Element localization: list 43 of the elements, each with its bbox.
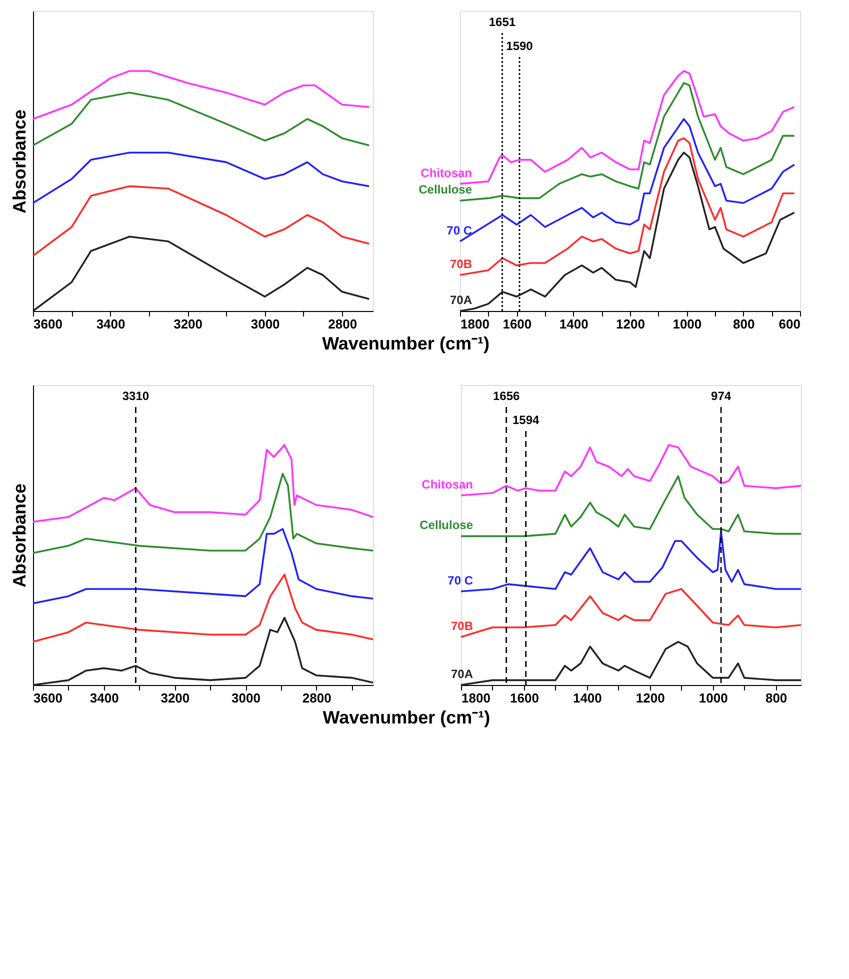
ref-line-label: 1656 (492, 389, 520, 403)
x-tick-label: 3200 (174, 316, 203, 332)
x-tick-label: 1600 (502, 316, 532, 332)
ref-line-label: 1651 (488, 15, 516, 29)
series-label: Cellulose (418, 182, 472, 197)
x-tick-label: 2800 (302, 690, 332, 706)
x-tick-label: 3600 (34, 690, 62, 706)
series-label: 70 C (446, 223, 472, 238)
x-tick-label: 2800 (328, 316, 358, 332)
x-tick-label: 600 (778, 316, 800, 332)
series-label: Chitosan (422, 477, 473, 492)
x-tick-label: 1000 (672, 316, 702, 332)
y-axis-title: Absorbance (10, 483, 30, 588)
series-label: 70B (450, 619, 474, 633)
x-tick-label: 3600 (34, 316, 62, 332)
x-tick-label: 1400 (572, 690, 602, 706)
ref-line-label: 1594 (512, 413, 540, 427)
x-tick-label: 1200 (616, 316, 645, 332)
x-tick-label: 800 (765, 690, 788, 706)
x-tick-label: 1800 (460, 316, 490, 332)
x-tick-label: 1800 (462, 690, 490, 706)
series-label: 70A (450, 293, 472, 307)
y-axis-title: Absorbance (10, 109, 30, 214)
x-axis-title: Wavenumber (cm⁻¹) (322, 334, 490, 354)
x-tick-label: 3200 (160, 690, 190, 706)
series-label: Cellulose (420, 518, 474, 532)
x-tick-label: 1200 (636, 690, 665, 706)
series-label: 70B (450, 257, 472, 271)
x-tick-label: 3400 (96, 316, 126, 332)
x-tick-label: 1000 (698, 690, 728, 706)
series-label: 70A (450, 667, 474, 681)
x-tick-label: 3000 (250, 316, 280, 332)
ref-line-label: 3310 (122, 389, 150, 403)
x-tick-label: 3000 (232, 690, 260, 706)
x-tick-label: 1600 (510, 690, 539, 706)
x-tick-label: 800 (732, 316, 755, 332)
ref-line-label: 1590 (506, 39, 534, 53)
series-label: 70 C (448, 573, 474, 588)
x-tick-label: 1400 (559, 316, 588, 332)
series-label: Chitosan (420, 166, 472, 180)
ref-line-label: 974 (711, 389, 732, 403)
x-tick-label: 3400 (90, 690, 119, 706)
x-axis-title: Wavenumber (cm⁻¹) (322, 708, 490, 728)
